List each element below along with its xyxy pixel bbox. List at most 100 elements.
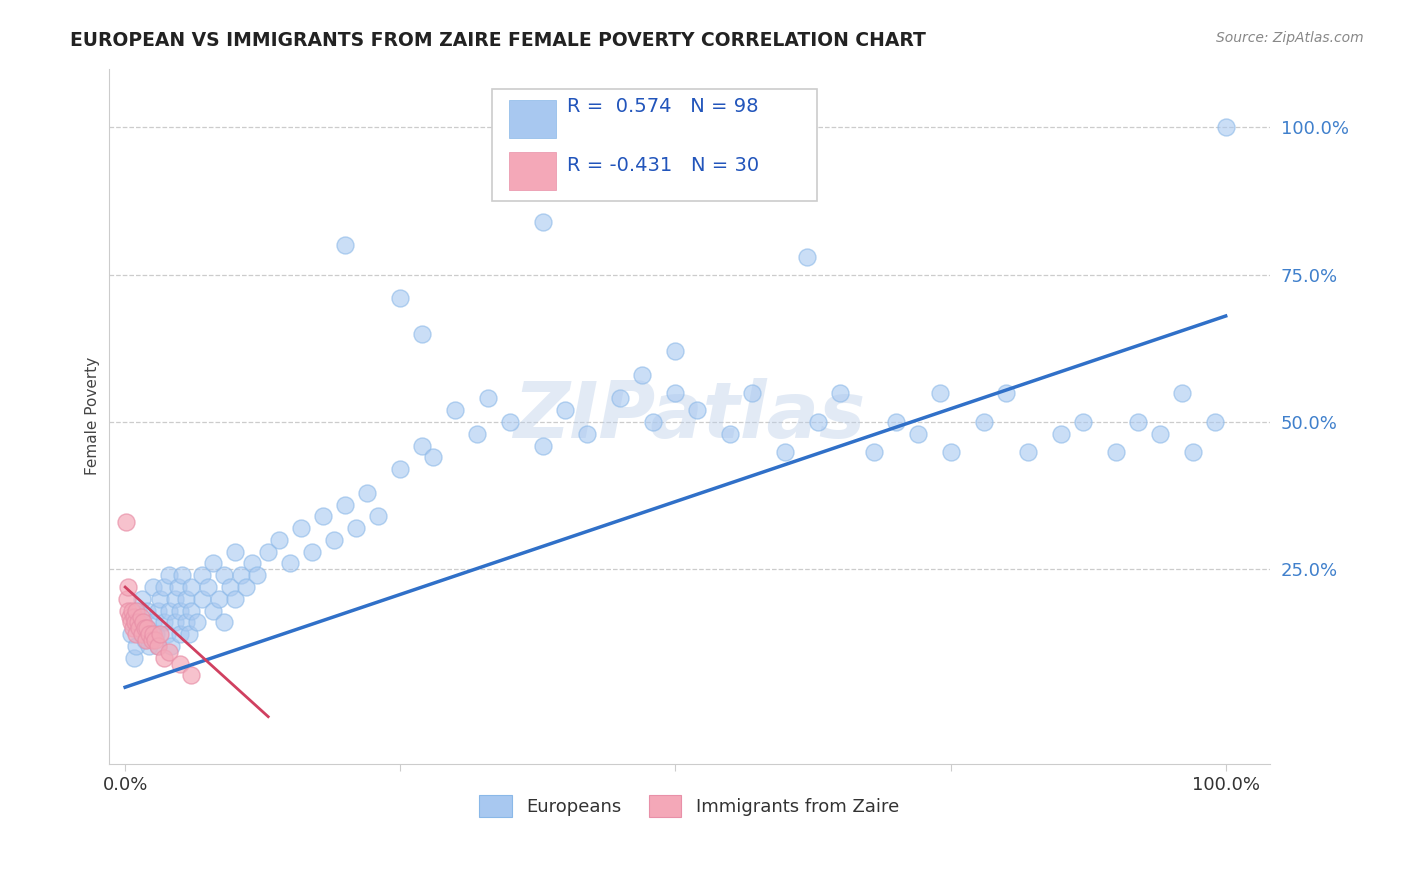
Europeans bbox=[356, 485, 378, 500]
FancyBboxPatch shape bbox=[509, 100, 555, 138]
Europeans bbox=[152, 580, 174, 594]
Europeans bbox=[160, 639, 183, 653]
Europeans bbox=[125, 615, 148, 630]
Europeans bbox=[664, 344, 686, 359]
Europeans bbox=[1104, 444, 1126, 458]
Immigrants from Zaire bbox=[136, 621, 159, 635]
FancyBboxPatch shape bbox=[492, 89, 817, 201]
Immigrants from Zaire bbox=[132, 615, 155, 630]
Immigrants from Zaire bbox=[125, 627, 148, 641]
Europeans bbox=[973, 415, 995, 429]
Text: ZIPatlas: ZIPatlas bbox=[513, 378, 865, 454]
Europeans bbox=[224, 591, 246, 606]
Immigrants from Zaire bbox=[117, 604, 139, 618]
Immigrants from Zaire bbox=[125, 604, 148, 618]
Europeans bbox=[172, 568, 194, 582]
Europeans bbox=[1071, 415, 1094, 429]
Immigrants from Zaire bbox=[117, 591, 139, 606]
Immigrants from Zaire bbox=[121, 621, 143, 635]
Europeans bbox=[664, 385, 686, 400]
Europeans bbox=[180, 580, 202, 594]
Immigrants from Zaire bbox=[157, 645, 180, 659]
Europeans bbox=[156, 627, 179, 641]
Europeans bbox=[1017, 444, 1039, 458]
Europeans bbox=[177, 627, 200, 641]
Europeans bbox=[290, 521, 312, 535]
Immigrants from Zaire bbox=[122, 609, 145, 624]
Europeans bbox=[411, 326, 433, 341]
Immigrants from Zaire bbox=[138, 627, 160, 641]
Immigrants from Zaire bbox=[142, 627, 165, 641]
Europeans bbox=[257, 544, 280, 558]
Immigrants from Zaire bbox=[117, 580, 139, 594]
Europeans bbox=[335, 498, 357, 512]
Europeans bbox=[389, 462, 412, 476]
Immigrants from Zaire bbox=[120, 615, 142, 630]
Europeans bbox=[862, 444, 884, 458]
Europeans bbox=[180, 604, 202, 618]
Europeans bbox=[149, 591, 172, 606]
Europeans bbox=[174, 615, 197, 630]
Europeans bbox=[212, 568, 235, 582]
Immigrants from Zaire bbox=[115, 515, 138, 529]
Europeans bbox=[278, 557, 301, 571]
Europeans bbox=[163, 591, 186, 606]
Europeans bbox=[686, 403, 709, 417]
FancyBboxPatch shape bbox=[509, 152, 555, 190]
Europeans bbox=[269, 533, 291, 547]
Europeans bbox=[807, 415, 830, 429]
Europeans bbox=[323, 533, 346, 547]
Europeans bbox=[224, 544, 246, 558]
Europeans bbox=[531, 439, 554, 453]
Europeans bbox=[240, 557, 263, 571]
Europeans bbox=[531, 168, 554, 182]
Europeans bbox=[169, 604, 191, 618]
Immigrants from Zaire bbox=[149, 627, 172, 641]
Europeans bbox=[335, 238, 357, 252]
Europeans bbox=[163, 615, 186, 630]
Immigrants from Zaire bbox=[131, 627, 153, 641]
Europeans bbox=[643, 415, 665, 429]
Immigrants from Zaire bbox=[129, 609, 152, 624]
Text: R = -0.431   N = 30: R = -0.431 N = 30 bbox=[567, 156, 759, 176]
Immigrants from Zaire bbox=[128, 621, 150, 635]
Europeans bbox=[191, 568, 214, 582]
Europeans bbox=[218, 580, 240, 594]
Europeans bbox=[235, 580, 257, 594]
Europeans bbox=[367, 509, 389, 524]
Europeans bbox=[576, 426, 599, 441]
Immigrants from Zaire bbox=[143, 633, 166, 648]
Europeans bbox=[142, 580, 165, 594]
Europeans bbox=[146, 604, 169, 618]
Europeans bbox=[411, 439, 433, 453]
Europeans bbox=[1149, 426, 1171, 441]
Text: EUROPEAN VS IMMIGRANTS FROM ZAIRE FEMALE POVERTY CORRELATION CHART: EUROPEAN VS IMMIGRANTS FROM ZAIRE FEMALE… bbox=[70, 31, 927, 50]
Immigrants from Zaire bbox=[141, 633, 163, 648]
Immigrants from Zaire bbox=[124, 615, 146, 630]
Europeans bbox=[1049, 426, 1071, 441]
Europeans bbox=[631, 368, 654, 382]
Europeans bbox=[939, 444, 962, 458]
Europeans bbox=[741, 385, 763, 400]
Europeans bbox=[907, 426, 929, 441]
Europeans bbox=[146, 639, 169, 653]
Legend: Europeans, Immigrants from Zaire: Europeans, Immigrants from Zaire bbox=[472, 788, 905, 824]
Immigrants from Zaire bbox=[118, 609, 141, 624]
Europeans bbox=[884, 415, 907, 429]
Europeans bbox=[830, 385, 852, 400]
Europeans bbox=[477, 392, 499, 406]
Europeans bbox=[389, 291, 412, 305]
Immigrants from Zaire bbox=[180, 668, 202, 682]
Europeans bbox=[138, 639, 160, 653]
Europeans bbox=[499, 415, 522, 429]
Europeans bbox=[197, 580, 219, 594]
Europeans bbox=[212, 615, 235, 630]
Europeans bbox=[422, 450, 444, 465]
Europeans bbox=[174, 591, 197, 606]
Europeans bbox=[167, 580, 190, 594]
Europeans bbox=[145, 627, 167, 641]
Immigrants from Zaire bbox=[134, 621, 156, 635]
Europeans bbox=[202, 604, 225, 618]
Europeans bbox=[208, 591, 231, 606]
Europeans bbox=[152, 615, 174, 630]
